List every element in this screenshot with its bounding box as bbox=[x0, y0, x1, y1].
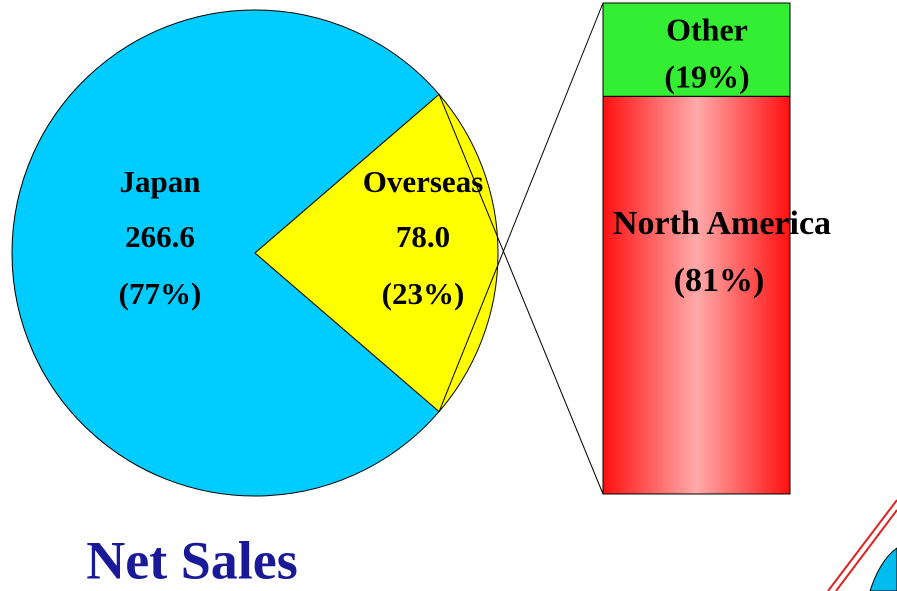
slice-value: 78.0 bbox=[396, 219, 450, 254]
slice-percent: (23%) bbox=[382, 276, 465, 311]
slice-label: Japan bbox=[120, 164, 201, 199]
bar-label: North America bbox=[613, 205, 831, 242]
slice-percent: (77%) bbox=[119, 276, 202, 311]
bar-value: (81%) bbox=[674, 262, 765, 299]
slice-value: 266.6 bbox=[125, 219, 195, 254]
slice-label: Overseas bbox=[363, 164, 484, 199]
bar-label: Other bbox=[666, 11, 748, 47]
decoration bbox=[828, 500, 897, 591]
bar-value: (19%) bbox=[664, 58, 749, 94]
chart-title: Net Sales bbox=[86, 530, 297, 590]
chart: Net Sales Japan 266.6 (77%) Overseas 78.0 (23… bbox=[0, 0, 897, 591]
